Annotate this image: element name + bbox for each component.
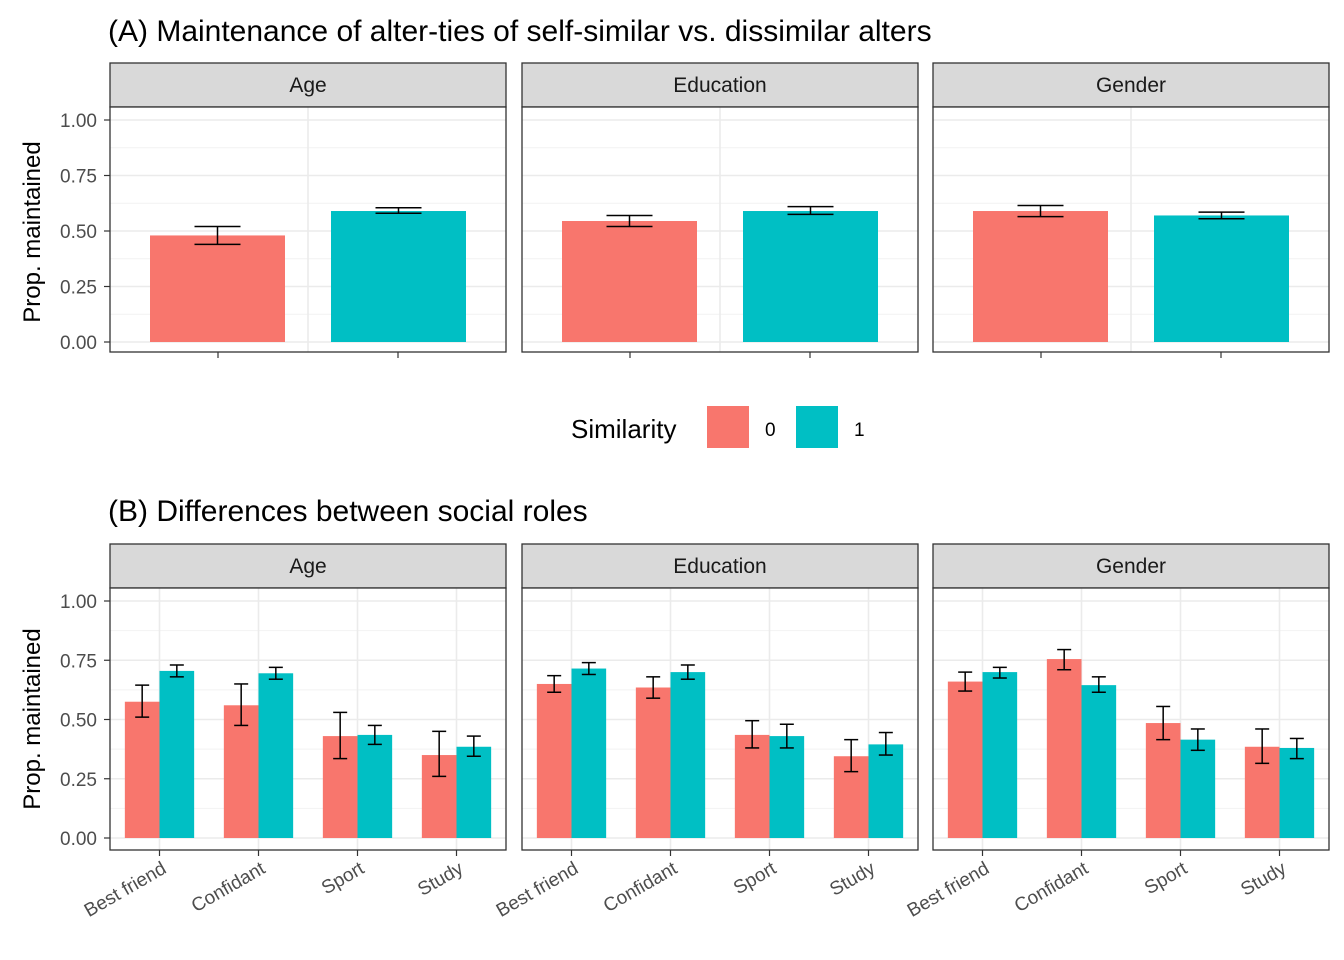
panel-border [521, 587, 919, 851]
bar-0 [223, 705, 259, 838]
panel-border [932, 587, 1330, 851]
legend-label-1: 1 [854, 420, 865, 441]
bar-0 [150, 235, 285, 342]
panel-border [932, 106, 1330, 353]
chart-b-ylabel: Prop. maintained [19, 628, 46, 809]
bar-1 [357, 734, 393, 838]
chart-b-title: (B) Differences between social roles [108, 495, 588, 528]
facet-strip-label: Education [673, 74, 766, 97]
chart-1-ytick-label: 1.00 [60, 592, 97, 613]
chart-1-ytick-label: 0.50 [60, 711, 97, 732]
bar-0 [536, 683, 572, 838]
xtick-label: Confidant [600, 858, 682, 917]
xtick-label: Study [1237, 858, 1290, 901]
bar-1 [670, 672, 706, 838]
legend-key-0 [707, 406, 749, 448]
facet-strip [109, 62, 507, 108]
facet-strip-label: Education [673, 555, 766, 578]
bar-1 [456, 746, 492, 838]
xtick-label: Study [414, 858, 467, 901]
legend-title: Similarity [571, 414, 676, 444]
chart-a-panels: 0.00 0.25 0.50 0.75 1.00 Age Education Gender [60, 62, 1330, 358]
legend: Similarity 0 1 [571, 406, 865, 448]
facet-strip-label: Age [289, 555, 326, 578]
bar-1 [258, 673, 294, 838]
chart-1-ytick-label: 0.25 [60, 770, 97, 791]
bar-0 [562, 221, 697, 342]
bar-1 [743, 211, 878, 342]
legend-key-1 [796, 406, 838, 448]
bar-1 [331, 211, 466, 342]
chart-0-ytick-label: 0.50 [60, 222, 97, 243]
bar-1 [769, 736, 805, 838]
xtick-label: Sport [318, 858, 368, 899]
bar-0 [1046, 659, 1082, 838]
bar-1 [1180, 739, 1216, 838]
chart-a-title: (A) Maintenance of alter-ties of self-si… [108, 15, 932, 48]
chart-0-ytick-label: 0.25 [60, 278, 97, 299]
facet-strip-label: Gender [1096, 74, 1166, 97]
bar-1 [159, 670, 195, 838]
bar-0 [635, 687, 671, 838]
chart-1-ytick-label: 0.75 [60, 651, 97, 672]
bar-0 [1145, 723, 1181, 838]
facet-strip [109, 543, 507, 589]
bar-1 [1081, 685, 1117, 838]
panel-border [521, 106, 919, 353]
bar-1 [1279, 747, 1315, 838]
panel-border [109, 587, 507, 851]
legend-label-0: 0 [765, 420, 776, 441]
chart-0-ytick-label: 0.00 [60, 333, 97, 354]
bar-0 [973, 211, 1108, 342]
panel-border [109, 106, 507, 353]
facet-strip [932, 62, 1330, 108]
bar-1 [1154, 215, 1289, 342]
xtick-label: Best friend [493, 858, 582, 922]
facet-strip-label: Age [289, 74, 326, 97]
xtick-label: Sport [730, 858, 780, 899]
chart-a-ylabel: Prop. maintained [19, 141, 46, 322]
chart-b-panels: 0.00 0.25 0.50 0.75 1.00 Age Best friend Confid… [60, 543, 1330, 922]
bar-1 [868, 744, 904, 838]
xtick-label: Best friend [81, 858, 170, 922]
facet-strip-label: Gender [1096, 555, 1166, 578]
facet-strip [932, 543, 1330, 589]
xtick-label: Study [826, 858, 879, 901]
xtick-label: Confidant [1011, 858, 1093, 917]
xtick-label: Best friend [904, 858, 993, 922]
bar-0 [734, 734, 770, 838]
chart-1-ytick-label: 0.00 [60, 829, 97, 850]
bar-0 [124, 701, 160, 838]
facet-strip [521, 62, 919, 108]
facet-strip [521, 543, 919, 589]
xtick-label: Sport [1141, 858, 1191, 899]
bar-1 [982, 672, 1018, 838]
chart-0-ytick-label: 0.75 [60, 167, 97, 188]
bar-0 [947, 681, 983, 838]
bar-1 [571, 668, 607, 838]
xtick-label: Confidant [188, 858, 270, 917]
chart-0-ytick-label: 1.00 [60, 111, 97, 132]
